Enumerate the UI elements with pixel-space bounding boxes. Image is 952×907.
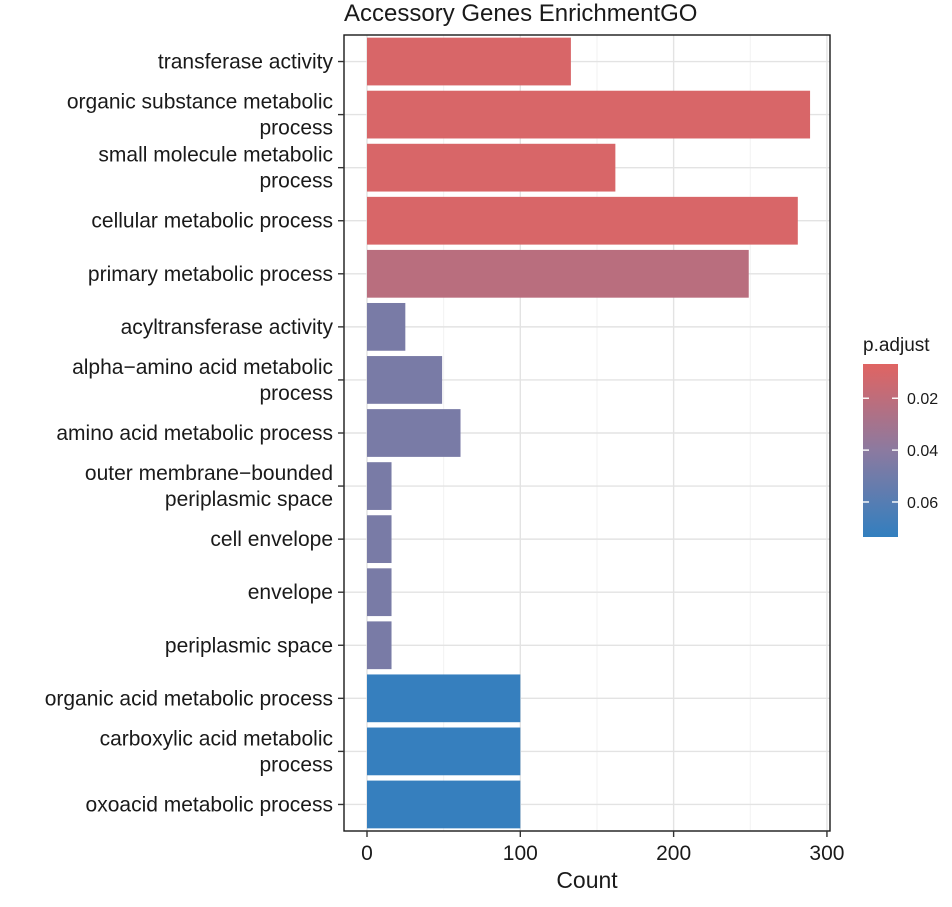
category-label-line: acyltransferase activity <box>121 316 334 339</box>
category-label-line: primary metabolic process <box>88 263 333 286</box>
category-label: envelope <box>248 581 333 604</box>
category-label-line: cellular metabolic process <box>91 210 333 233</box>
legend-tick-label: 0.02 <box>907 391 938 408</box>
category-label: organic acid metabolic process <box>45 687 333 710</box>
x-tick-label: 100 <box>503 842 538 865</box>
legend-title: p.adjust <box>863 335 930 356</box>
category-label-line: process <box>259 753 333 776</box>
category-label-line: amino acid metabolic process <box>56 422 333 445</box>
category-label-line: process <box>259 382 333 405</box>
category-label-line: organic acid metabolic process <box>45 687 333 710</box>
category-label: acyltransferase activity <box>121 316 334 339</box>
x-tick-label: 200 <box>656 842 691 865</box>
category-label-line: carboxylic acid metabolic <box>100 727 333 750</box>
category-label: transferase activity <box>158 51 334 74</box>
legend-tick-label: 0.06 <box>907 495 938 512</box>
bar <box>366 409 461 457</box>
category-label-line: envelope <box>248 581 333 604</box>
category-label-line: small molecule metabolic <box>98 144 333 167</box>
category-label-line: transferase activity <box>158 51 334 74</box>
category-label-line: periplasmic space <box>165 634 333 657</box>
category-label: primary metabolic process <box>88 263 333 286</box>
bar <box>366 249 749 298</box>
category-label: oxoacid metabolic process <box>86 793 333 816</box>
x-axis-ticks: 0 100 200 300 <box>361 831 844 865</box>
bar <box>366 674 521 723</box>
category-label-line: process <box>259 117 333 140</box>
legend-tick-label: 0.04 <box>907 443 938 460</box>
category-label: alpha−amino acid metabolic process <box>72 356 333 405</box>
bar <box>366 621 392 670</box>
bar <box>366 462 392 510</box>
bar <box>366 37 571 86</box>
category-label: small molecule metabolic process <box>98 144 333 193</box>
category-label: amino acid metabolic process <box>56 422 333 445</box>
category-labels: transferase activity organic substance me… <box>45 51 344 816</box>
bar <box>366 90 811 139</box>
category-label: cell envelope <box>210 528 333 551</box>
bar <box>366 143 616 192</box>
bar <box>366 568 392 617</box>
bar <box>366 302 406 351</box>
bar <box>366 780 521 829</box>
category-label: outer membrane−bounded periplasmic space <box>85 462 333 511</box>
bar-group <box>366 37 811 829</box>
category-label-line: outer membrane−bounded <box>85 462 333 485</box>
category-label-line: organic substance metabolic <box>67 91 333 114</box>
category-label: organic substance metabolic process <box>67 91 333 140</box>
category-label-line: alpha−amino acid metabolic <box>72 356 333 379</box>
x-axis-title: Count <box>556 867 618 893</box>
bar <box>366 356 443 404</box>
category-label-line: cell envelope <box>210 528 333 551</box>
category-label: carboxylic acid metabolic process <box>100 727 333 776</box>
category-label: periplasmic space <box>165 634 333 657</box>
category-label-line: process <box>259 170 333 193</box>
category-label: cellular metabolic process <box>91 210 333 233</box>
category-label-line: periplasmic space <box>165 488 333 511</box>
x-tick-label: 300 <box>809 842 844 865</box>
bar <box>366 196 798 245</box>
category-label-line: oxoacid metabolic process <box>86 793 333 816</box>
chart-title: Accessory Genes EnrichmentGO <box>344 0 697 27</box>
bar <box>366 727 521 776</box>
x-tick-label: 0 <box>361 842 373 865</box>
legend: p.adjust 0.02 0.04 0.06 <box>863 335 938 537</box>
bar <box>366 515 392 564</box>
